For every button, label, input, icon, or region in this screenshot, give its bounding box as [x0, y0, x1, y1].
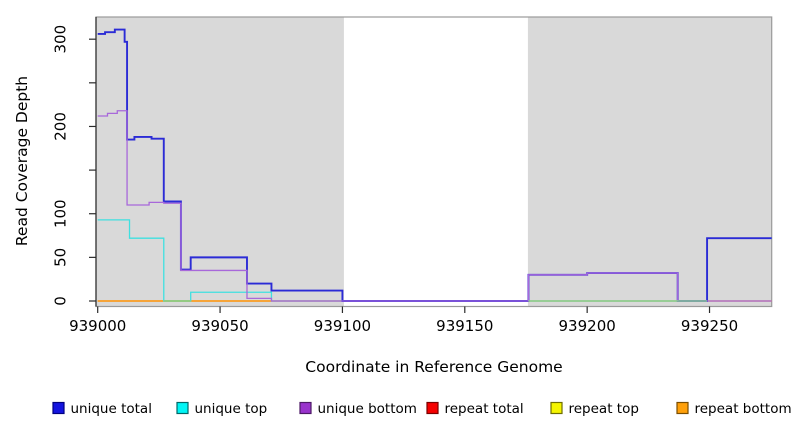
legend-swatch-unique-total: [52, 401, 65, 415]
legend-label-unique-total: unique total: [71, 401, 152, 417]
x-axis-title: Coordinate in Reference Genome: [305, 358, 562, 376]
y-tick-label: 100: [51, 199, 69, 228]
y-tick-label: 0: [51, 296, 69, 306]
legend-layer: unique total unique top unique bottom repea…: [52, 401, 792, 417]
shaded-region: [527, 17, 772, 307]
legend-label-unique-top: unique top: [195, 401, 268, 417]
axes-layer: 0 50 100 200 300 939000 939050 939100 939150 9392…: [51, 17, 738, 335]
x-tick-label: 939100: [314, 317, 371, 335]
x-tick-label: 939150: [436, 317, 493, 335]
legend-label-repeat-bottom: repeat bottom: [695, 401, 792, 417]
legend-label-unique-bottom: unique bottom: [318, 401, 417, 417]
legend-swatch-repeat-bottom: [676, 401, 689, 415]
legend-label-repeat-total: repeat total: [445, 401, 524, 417]
legend-swatch-unique-bottom: [299, 401, 312, 415]
x-tick-label: 939000: [69, 317, 126, 335]
legend-label-repeat-top: repeat top: [569, 401, 639, 417]
plot-background-layer: [95, 16, 773, 308]
legend-swatch-unique-top: [176, 401, 189, 415]
legend-swatch-repeat-total: [426, 401, 439, 415]
y-tick-label: 300: [51, 25, 69, 54]
x-tick-label: 939050: [191, 317, 248, 335]
x-tick-label: 939200: [559, 317, 616, 335]
shaded-region: [96, 17, 344, 307]
y-tick-label: 50: [51, 248, 69, 267]
legend-swatch-repeat-top: [550, 401, 563, 415]
series-unique-bottom: [97, 110, 772, 302]
x-tick-label: 939250: [681, 317, 738, 335]
y-axis-title: Read Coverage Depth: [13, 76, 31, 246]
y-tick-label: 200: [51, 112, 69, 141]
